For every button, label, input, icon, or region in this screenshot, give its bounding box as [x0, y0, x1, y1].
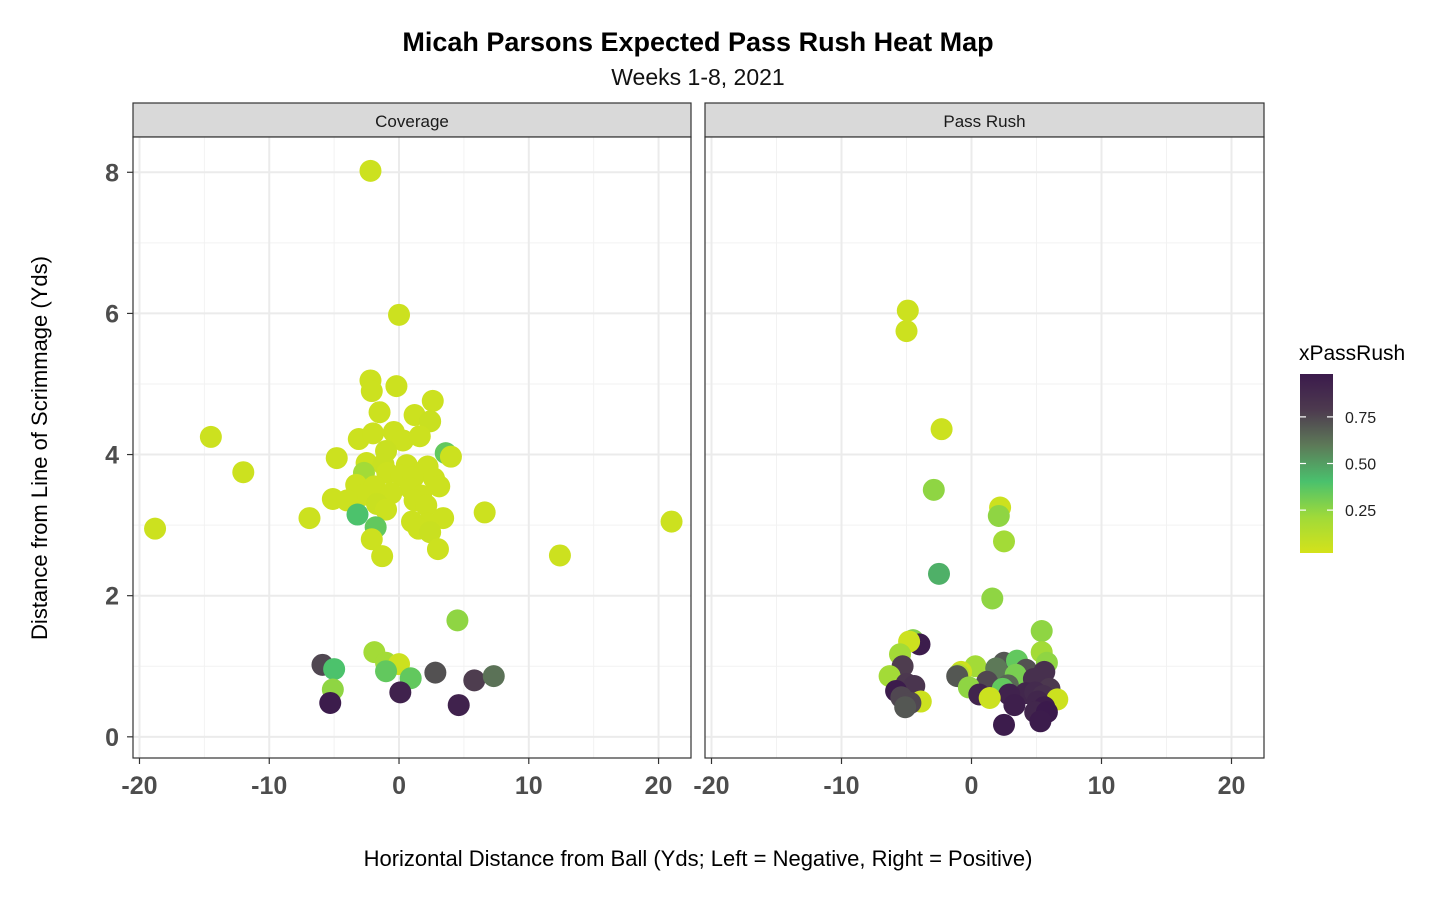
data-point — [415, 494, 438, 517]
data-point — [325, 447, 348, 470]
data-point — [993, 713, 1015, 736]
data-point — [391, 429, 414, 452]
data-point — [298, 507, 321, 530]
data-point — [981, 587, 1004, 610]
colorbar-tick-label: 0.25 — [1345, 503, 1376, 520]
facet-strip — [704, 102, 1265, 138]
data-point — [421, 389, 444, 412]
y-tick-label: 8 — [105, 159, 119, 187]
data-point — [368, 401, 391, 424]
x-tick-label: 10 — [515, 772, 543, 800]
data-point — [922, 478, 945, 501]
data-point — [144, 517, 167, 540]
facet-panel-pass-rush: Pass Rush -20 -10 0 10 20 — [693, 102, 1265, 800]
colorbar-tick-label: 0.75 — [1345, 410, 1376, 427]
x-tick-label: -10 — [251, 772, 287, 800]
x-tick-label: 20 — [1218, 772, 1246, 800]
data-point — [482, 665, 505, 688]
colorbar-tick-label: 0.50 — [1345, 457, 1376, 474]
chart-title: Micah Parsons Expected Pass Rush Heat Ma… — [402, 27, 993, 57]
data-point — [446, 609, 469, 632]
data-point — [362, 422, 385, 445]
data-point — [359, 159, 382, 182]
scatter-points — [878, 299, 1069, 736]
data-point — [426, 538, 449, 561]
data-point — [930, 418, 953, 441]
scatter-points — [144, 159, 683, 717]
x-tick-label: 0 — [392, 772, 406, 800]
x-axis-title: Horizontal Distance from Ball (Yds; Left… — [364, 846, 1033, 871]
data-point — [895, 320, 918, 343]
data-point — [439, 445, 462, 468]
data-point — [993, 530, 1015, 553]
data-point — [896, 299, 919, 322]
data-point — [424, 661, 447, 684]
y-tick-label: 0 — [105, 724, 119, 752]
data-point — [375, 498, 398, 521]
facet-panel-coverage: Coverage -20 -10 0 10 20 0 2 4 6 8 — [105, 102, 692, 800]
data-point — [419, 521, 442, 544]
y-tick-label: 2 — [105, 583, 119, 611]
x-tick-label: 0 — [965, 772, 979, 800]
data-point — [232, 461, 255, 484]
facet-panels: Coverage -20 -10 0 10 20 0 2 4 6 8 Pass Rush -20 -10 0… — [105, 102, 1265, 800]
data-point — [928, 562, 950, 585]
data-point — [346, 503, 369, 526]
data-point — [1030, 619, 1053, 642]
data-point — [548, 544, 571, 567]
data-point — [463, 669, 486, 692]
data-point — [389, 681, 412, 704]
panel-border — [704, 136, 1265, 759]
y-axis-title: Distance from Line of Scrimmage (Yds) — [27, 256, 52, 640]
legend-title: xPassRush — [1299, 342, 1405, 365]
data-point — [978, 687, 1001, 710]
data-point — [360, 380, 383, 403]
data-point — [1029, 710, 1052, 733]
data-point — [1003, 694, 1026, 717]
data-point — [428, 475, 451, 498]
x-tick-label: -10 — [823, 772, 859, 800]
color-legend: xPassRush 0.25 0.50 0.75 — [1299, 342, 1405, 553]
x-tick-label: -20 — [121, 772, 157, 800]
data-point — [375, 660, 398, 683]
x-tick-label: 10 — [1088, 772, 1116, 800]
data-point — [388, 303, 411, 326]
facet-strip-label: Pass Rush — [943, 112, 1025, 131]
data-point — [371, 545, 394, 568]
data-point — [319, 691, 342, 714]
data-point — [894, 696, 917, 719]
data-point — [660, 510, 683, 533]
x-tick-label: 20 — [645, 772, 673, 800]
data-point — [447, 694, 470, 717]
y-tick-label: 4 — [105, 442, 119, 470]
panel-border — [132, 136, 692, 759]
panel-background — [705, 137, 1264, 758]
panel-background — [133, 137, 691, 758]
data-point — [473, 501, 496, 524]
data-point — [323, 658, 346, 681]
data-point — [385, 375, 408, 398]
data-point — [360, 528, 383, 551]
facet-strip — [132, 102, 692, 138]
chart-subtitle: Weeks 1-8, 2021 — [611, 64, 784, 90]
data-point — [408, 425, 431, 448]
y-tick-label: 6 — [105, 300, 119, 328]
x-tick-label: -20 — [693, 772, 729, 800]
data-point — [987, 504, 1010, 527]
data-point — [199, 425, 222, 448]
facet-strip-label: Coverage — [375, 112, 449, 131]
